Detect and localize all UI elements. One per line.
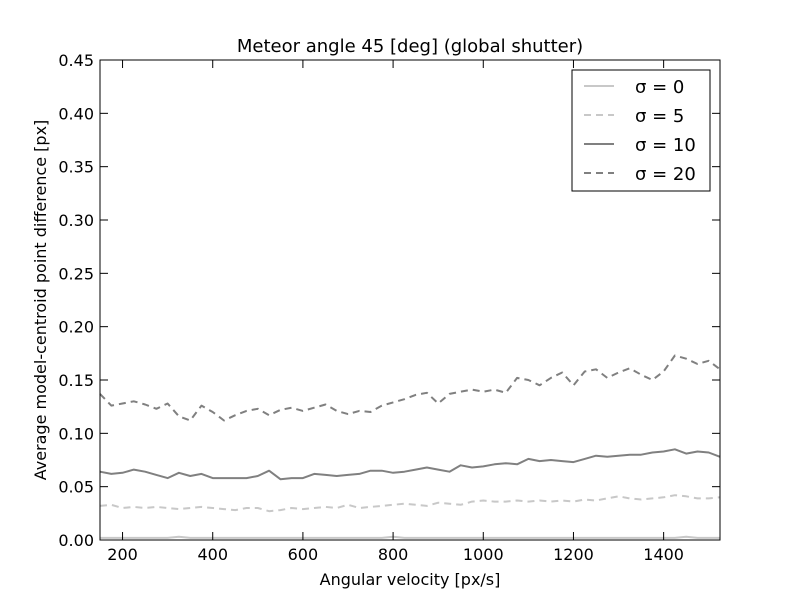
x-tick-label: 1000 xyxy=(463,545,504,564)
ticks-layer: 200 400 600 800 1000 1200 1400 0.00 0.05 0.10 0.15… xyxy=(58,51,720,564)
y-tick-label: 0.05 xyxy=(58,478,94,497)
y-tick-label: 0.25 xyxy=(58,264,94,283)
series-layer xyxy=(99,354,721,539)
legend-label-1: σ = 5 xyxy=(635,106,684,127)
series-line-3 xyxy=(99,354,721,422)
legend-label-2: σ = 10 xyxy=(635,135,696,156)
y-tick-label: 0.40 xyxy=(58,104,94,123)
y-tick-label: 0.15 xyxy=(58,371,94,390)
y-tick-label: 0.20 xyxy=(58,318,94,337)
series-line-0 xyxy=(100,535,720,539)
y-tick-label: 0.30 xyxy=(58,211,94,230)
x-tick-label: 400 xyxy=(197,545,228,564)
legend-label-0: σ = 0 xyxy=(635,77,684,98)
x-tick-label: 1400 xyxy=(643,545,684,564)
series-line-1 xyxy=(99,494,721,513)
y-tick-label: 0.10 xyxy=(58,424,94,443)
x-tick-label: 800 xyxy=(378,545,409,564)
legend-label-3: σ = 20 xyxy=(635,164,696,185)
y-axis-label: Average model-centroid point difference … xyxy=(31,120,50,481)
x-tick-label: 1200 xyxy=(553,545,594,564)
legend-box xyxy=(571,69,711,192)
x-tick-label: 600 xyxy=(288,545,319,564)
plot-frame xyxy=(99,59,721,541)
chart-title: Meteor angle 45 [deg] (global shutter) xyxy=(237,36,583,57)
y-tick-label: 0.45 xyxy=(58,51,94,70)
legend: σ = 0 σ = 5 σ = 10 σ = 20 xyxy=(571,69,711,192)
series-line-2 xyxy=(99,448,721,481)
x-tick-label: 200 xyxy=(107,545,138,564)
x-axis-label: Angular velocity [px/s] xyxy=(320,570,501,589)
y-tick-label: 0.00 xyxy=(58,531,94,550)
y-tick-label: 0.35 xyxy=(58,158,94,177)
